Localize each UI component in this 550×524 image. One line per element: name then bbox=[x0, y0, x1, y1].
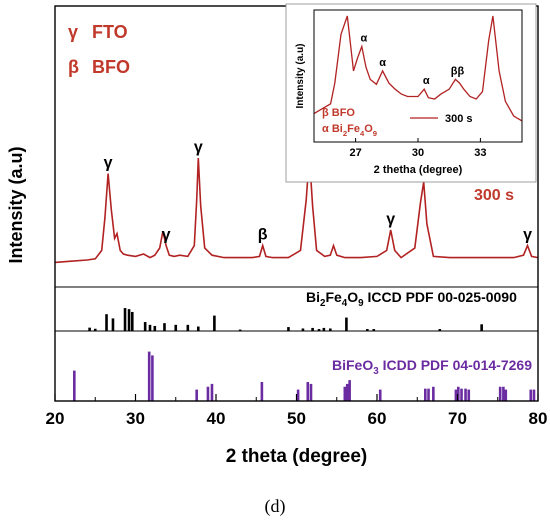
legend-label: BFO bbox=[92, 57, 130, 77]
bifeo3-ref-bar bbox=[210, 383, 214, 401]
inset-peak-label: ββ bbox=[451, 65, 465, 77]
legend-label: FTO bbox=[92, 22, 128, 42]
legend-symbol: γ bbox=[68, 22, 78, 42]
bifeo3-ref-bar bbox=[529, 389, 533, 401]
peak-label: γ bbox=[386, 211, 395, 228]
bfo-ref-bar bbox=[196, 326, 200, 331]
legend-symbol: β bbox=[68, 57, 79, 77]
bfo-ref-bar bbox=[317, 329, 321, 331]
peak-label: γ bbox=[104, 155, 113, 172]
bfo-ref-bar bbox=[372, 329, 376, 331]
x-tick-label: 40 bbox=[207, 409, 226, 428]
bifeo3-ref-bar bbox=[424, 388, 427, 401]
x-axis-label: 2 theta (degree) bbox=[226, 446, 367, 467]
bifeo3-ref-bar bbox=[306, 382, 310, 401]
bifeo3-ref-bar bbox=[427, 388, 430, 401]
inset-time-label: 300 s bbox=[445, 113, 473, 125]
bifeo3-ref-bar bbox=[151, 355, 154, 401]
time-label: 300 s bbox=[474, 187, 514, 204]
bfo-ref-bar bbox=[322, 327, 326, 331]
reference-label-bi2fe4o9: Bi2Fe4O9 ICCD PDF 00-025-0090 bbox=[306, 289, 517, 309]
bifeo3-ref-bar bbox=[343, 386, 347, 401]
inset-legend-beta: β BFO bbox=[322, 107, 355, 119]
bifeo3-ref-bar bbox=[309, 383, 313, 401]
inset-x-tick-label: 30 bbox=[412, 147, 424, 159]
bfo-ref-bar bbox=[163, 323, 166, 331]
inset-x-tick-label: 33 bbox=[474, 147, 486, 159]
bfo-ref-bar bbox=[111, 318, 115, 331]
bifeo3-ref-bar bbox=[378, 389, 382, 401]
peak-label: γ bbox=[523, 227, 532, 244]
bfo-ref-bar bbox=[127, 309, 131, 331]
bifeo3-ref-bar bbox=[206, 386, 210, 401]
x-tick-label: 80 bbox=[529, 409, 548, 428]
peak-label: β bbox=[258, 227, 268, 244]
bfo-ref-bar bbox=[345, 317, 348, 331]
peak-label: γ bbox=[162, 227, 171, 244]
y-axis-label: Intensity (a.u) bbox=[6, 146, 26, 263]
figure-caption: (d) bbox=[264, 496, 286, 516]
peak-label: γ bbox=[194, 139, 203, 156]
bfo-ref-bar bbox=[438, 329, 442, 331]
x-tick-label: 60 bbox=[368, 409, 387, 428]
bfo-ref-bar bbox=[329, 328, 332, 331]
bfo-ref-bar bbox=[88, 327, 91, 331]
inset-y-axis-label: Intensity (a.u) bbox=[295, 43, 306, 108]
bifeo3-ref-bar bbox=[454, 389, 458, 401]
bifeo3-ref-bar bbox=[432, 386, 435, 401]
bfo-ref-bar bbox=[123, 308, 127, 331]
xrd-pattern-line bbox=[54, 155, 539, 264]
bfo-ref-bar bbox=[287, 327, 290, 331]
inset-pattern-line bbox=[313, 15, 523, 122]
bfo-ref-bar bbox=[148, 324, 152, 331]
bifeo3-ref-bar bbox=[195, 389, 198, 401]
bifeo3-ref-bar bbox=[464, 388, 467, 401]
bfo-ref-bar bbox=[130, 311, 134, 331]
inset-legend-alpha: α Bi2Fe4O9 bbox=[322, 123, 377, 138]
x-tick-label: 50 bbox=[287, 409, 306, 428]
bfo-ref-bar bbox=[480, 324, 483, 331]
bifeo3-ref-bar bbox=[504, 389, 508, 401]
bfo-ref-bar bbox=[93, 328, 97, 331]
bfo-ref-bar bbox=[366, 329, 369, 331]
bifeo3-ref-bar bbox=[457, 386, 460, 401]
bifeo3-ref-bar bbox=[498, 386, 502, 401]
inset-peak-label: α bbox=[423, 75, 430, 87]
bfo-ref-bar bbox=[143, 322, 147, 331]
inset-peak-label: α bbox=[379, 57, 386, 69]
bifeo3-ref-bar bbox=[73, 370, 76, 401]
bifeo3-ref-bar bbox=[532, 389, 536, 401]
bfo-ref-bar bbox=[153, 325, 157, 331]
bfo-ref-bar bbox=[238, 329, 242, 331]
bifeo3-ref-bar bbox=[260, 382, 264, 401]
bfo-ref-bar bbox=[105, 314, 108, 331]
bfo-ref-bar bbox=[174, 324, 178, 331]
bifeo3-ref-bar bbox=[348, 380, 351, 401]
inset-x-tick-label: 27 bbox=[349, 147, 361, 159]
bifeo3-ref-bar bbox=[147, 351, 151, 401]
bifeo3-ref-bar bbox=[296, 389, 300, 401]
bfo-ref-bar bbox=[213, 315, 216, 331]
x-tick-label: 30 bbox=[126, 409, 145, 428]
bifeo3-ref-bar bbox=[467, 389, 471, 401]
inset-x-axis-label: 2 thetha (degree) bbox=[374, 164, 463, 176]
reference-label-bifeo3: BiFeO3 ICDD PDF 04-014-7269 bbox=[332, 357, 532, 377]
bfo-ref-bar bbox=[186, 324, 190, 331]
bfo-ref-bar bbox=[301, 328, 305, 331]
bifeo3-ref-bar bbox=[502, 386, 505, 401]
bifeo3-ref-bar bbox=[460, 388, 463, 401]
bfo-ref-bar bbox=[311, 327, 314, 331]
bifeo3-ref-bar bbox=[345, 383, 349, 401]
x-tick-label: 20 bbox=[46, 409, 65, 428]
x-tick-label: 70 bbox=[448, 409, 467, 428]
inset-peak-label: α bbox=[361, 33, 368, 45]
